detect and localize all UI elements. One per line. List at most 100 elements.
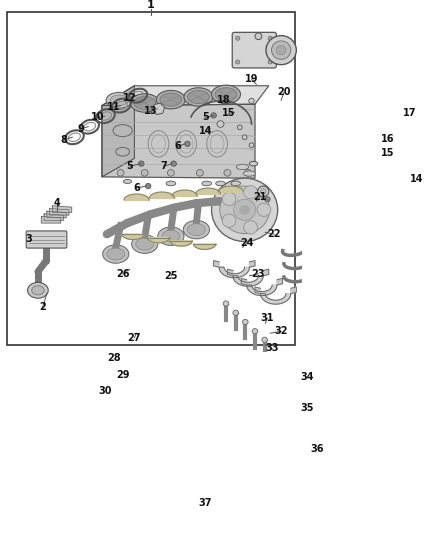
Text: 14: 14 xyxy=(198,126,212,135)
Text: 34: 34 xyxy=(300,373,314,382)
Circle shape xyxy=(211,113,216,118)
Circle shape xyxy=(272,41,291,59)
Polygon shape xyxy=(41,216,60,223)
Circle shape xyxy=(117,169,124,176)
Ellipse shape xyxy=(113,125,132,136)
Text: 19: 19 xyxy=(245,74,258,84)
Text: 18: 18 xyxy=(217,95,231,106)
Ellipse shape xyxy=(134,96,156,109)
Ellipse shape xyxy=(212,85,240,103)
Text: 6: 6 xyxy=(133,183,140,193)
Text: 1: 1 xyxy=(147,1,155,10)
Text: 23: 23 xyxy=(252,269,265,279)
Ellipse shape xyxy=(166,181,176,185)
Text: 9: 9 xyxy=(78,124,85,134)
Circle shape xyxy=(196,169,203,176)
Ellipse shape xyxy=(202,181,212,185)
Circle shape xyxy=(141,169,148,176)
Text: 14: 14 xyxy=(410,174,424,184)
Polygon shape xyxy=(219,267,250,278)
Ellipse shape xyxy=(231,181,240,185)
Circle shape xyxy=(268,36,272,41)
Ellipse shape xyxy=(110,95,128,106)
Circle shape xyxy=(171,161,177,166)
Ellipse shape xyxy=(131,235,158,253)
Circle shape xyxy=(265,197,270,202)
Text: 33: 33 xyxy=(265,343,279,353)
Polygon shape xyxy=(233,276,263,286)
Ellipse shape xyxy=(183,220,209,239)
Ellipse shape xyxy=(116,148,130,156)
Circle shape xyxy=(217,121,224,127)
Circle shape xyxy=(167,169,174,176)
Text: 11: 11 xyxy=(107,102,120,112)
Polygon shape xyxy=(277,278,283,285)
Circle shape xyxy=(212,178,278,241)
Text: 37: 37 xyxy=(198,498,212,508)
Polygon shape xyxy=(44,214,64,220)
Ellipse shape xyxy=(158,227,184,245)
Ellipse shape xyxy=(162,230,180,242)
Circle shape xyxy=(255,33,262,39)
Polygon shape xyxy=(53,206,72,213)
Circle shape xyxy=(249,143,254,148)
Text: 32: 32 xyxy=(274,326,288,336)
Text: 22: 22 xyxy=(268,229,281,239)
Circle shape xyxy=(222,192,236,206)
Polygon shape xyxy=(250,261,255,267)
Text: 2: 2 xyxy=(39,302,46,312)
Text: 13: 13 xyxy=(144,106,157,116)
Circle shape xyxy=(249,98,254,103)
Circle shape xyxy=(244,185,258,199)
Circle shape xyxy=(258,186,269,197)
Text: 29: 29 xyxy=(116,370,129,380)
Circle shape xyxy=(261,189,266,194)
Circle shape xyxy=(145,183,151,189)
Circle shape xyxy=(185,141,190,147)
Text: 12: 12 xyxy=(123,93,136,103)
Text: 3: 3 xyxy=(25,234,32,244)
Circle shape xyxy=(268,60,272,64)
Ellipse shape xyxy=(124,180,131,183)
Circle shape xyxy=(233,199,256,220)
Text: 16: 16 xyxy=(381,134,394,143)
Ellipse shape xyxy=(184,88,213,106)
Ellipse shape xyxy=(106,92,132,108)
Ellipse shape xyxy=(237,164,249,169)
Circle shape xyxy=(236,36,240,41)
Circle shape xyxy=(242,135,247,140)
FancyBboxPatch shape xyxy=(232,33,276,68)
Polygon shape xyxy=(241,278,247,285)
Text: 30: 30 xyxy=(98,385,112,395)
Text: 26: 26 xyxy=(116,269,129,279)
Polygon shape xyxy=(291,287,297,294)
Polygon shape xyxy=(194,244,215,249)
Text: 21: 21 xyxy=(254,192,267,201)
Ellipse shape xyxy=(32,286,44,295)
Text: 25: 25 xyxy=(164,271,178,281)
Ellipse shape xyxy=(156,91,185,109)
Circle shape xyxy=(222,214,236,227)
Polygon shape xyxy=(255,287,261,294)
Polygon shape xyxy=(47,211,66,218)
Ellipse shape xyxy=(215,181,225,185)
Text: 4: 4 xyxy=(53,198,60,208)
Ellipse shape xyxy=(107,248,125,260)
Text: 20: 20 xyxy=(277,87,291,98)
Polygon shape xyxy=(261,294,291,304)
Ellipse shape xyxy=(28,282,48,298)
Text: 24: 24 xyxy=(240,238,254,248)
Ellipse shape xyxy=(250,161,258,166)
Circle shape xyxy=(245,169,251,176)
Ellipse shape xyxy=(102,245,129,263)
Circle shape xyxy=(220,186,269,233)
Circle shape xyxy=(236,60,240,64)
Circle shape xyxy=(240,205,250,214)
Text: 7: 7 xyxy=(161,161,167,171)
Text: 8: 8 xyxy=(60,135,67,145)
Text: 27: 27 xyxy=(127,333,141,343)
Polygon shape xyxy=(170,241,192,246)
Text: 17: 17 xyxy=(403,109,417,118)
Polygon shape xyxy=(49,208,69,215)
Circle shape xyxy=(138,161,144,166)
